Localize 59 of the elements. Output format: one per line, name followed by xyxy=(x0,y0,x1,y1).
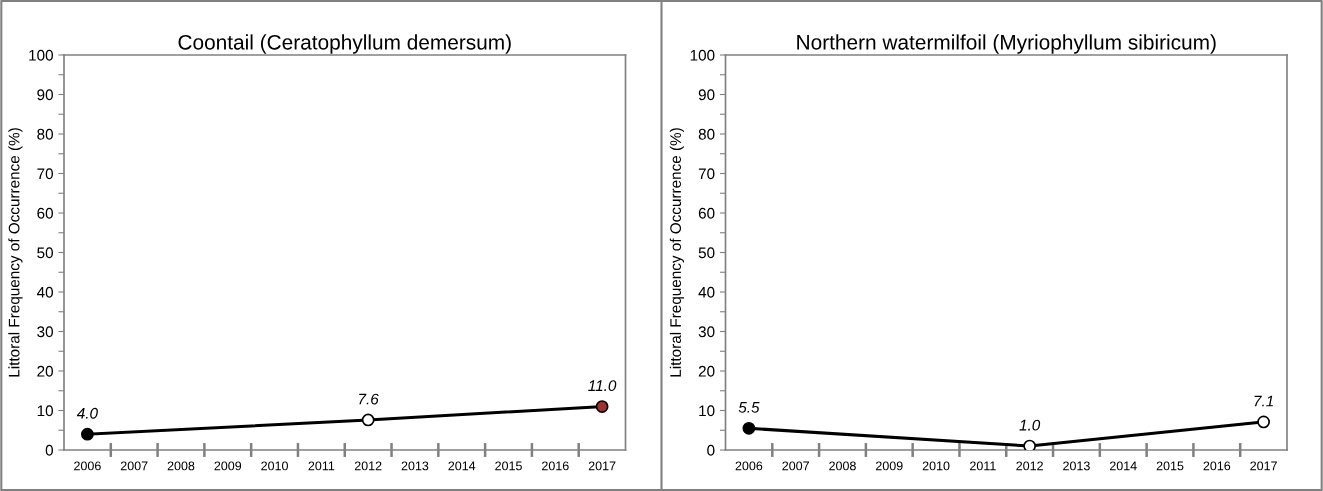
chart-title: Northern watermilfoil (Myriophyllum sibiricum) xyxy=(797,34,1216,54)
data-label: 7.1 xyxy=(1254,395,1273,407)
y-tick-label: 20 xyxy=(698,365,715,377)
point xyxy=(595,400,609,413)
x-tick-label: 2011 xyxy=(308,461,335,471)
y-tick-label: 80 xyxy=(698,128,715,140)
data-label: 1.0 xyxy=(1019,419,1041,431)
y-tick-label: 10 xyxy=(699,405,715,417)
y-tick-label: 40 xyxy=(36,286,53,298)
data-label: 4.0 xyxy=(76,407,98,419)
y-tick-label: 0 xyxy=(45,444,53,456)
x-tick-label: 2007 xyxy=(782,461,809,471)
x-tick-label: 2015 xyxy=(495,461,522,471)
x-tick-label: 2016 xyxy=(542,461,569,471)
x-tick-label: 2006 xyxy=(74,461,101,471)
x-tick-label: 2012 xyxy=(1016,461,1043,471)
y-tick-label: 70 xyxy=(698,168,715,180)
y-tick-label: 90 xyxy=(37,89,53,101)
x-tick-label: 2011 xyxy=(970,461,996,471)
x-tick-label: 2008 xyxy=(829,461,856,471)
point xyxy=(81,427,94,441)
y-tick-label: 60 xyxy=(37,207,53,219)
y-tick-label: 60 xyxy=(698,207,715,219)
y-tick-label: 30 xyxy=(698,326,715,338)
x-tick-label: 2013 xyxy=(1063,461,1090,471)
x-tick-label: 2008 xyxy=(167,461,195,471)
x-tick-label: 2015 xyxy=(1156,461,1184,471)
x-tick-label: 2006 xyxy=(735,461,763,471)
x-tick-label: 2009 xyxy=(876,461,903,471)
x-tick-label: 2010 xyxy=(922,461,950,471)
data-label: 7.6 xyxy=(359,393,379,405)
x-tick-label: 2016 xyxy=(1203,461,1231,471)
y-tick-label: 100 xyxy=(29,49,53,61)
x-tick-label: 2010 xyxy=(261,461,288,471)
data-label: 11.0 xyxy=(588,380,617,392)
point xyxy=(361,413,375,427)
y-tick-label: 70 xyxy=(37,168,53,180)
y-tick-label: 100 xyxy=(690,49,715,61)
y-axis-title: Littoral Frequency of Occurrence (%) xyxy=(669,128,685,377)
y-tick-label: 40 xyxy=(698,286,715,298)
y-tick-label: 30 xyxy=(37,326,53,338)
y-tick-label: 0 xyxy=(707,444,715,456)
y-tick-label: 90 xyxy=(698,89,715,101)
y-tick-label: 10 xyxy=(37,405,53,417)
chart-title: Coontail (Ceratophyllum demersum) xyxy=(178,34,511,54)
x-tick-label: 2017 xyxy=(588,461,616,471)
y-tick-label: 80 xyxy=(37,128,53,140)
x-tick-label: 2014 xyxy=(1109,461,1137,471)
x-tick-label: 2013 xyxy=(401,461,429,471)
y-tick-label: 20 xyxy=(37,365,53,377)
x-tick-label: 2009 xyxy=(214,461,242,471)
y-tick-label: 50 xyxy=(698,247,715,259)
data-label: 5.5 xyxy=(738,402,760,413)
x-tick-label: 2007 xyxy=(120,461,148,471)
x-tick-label: 2014 xyxy=(448,461,476,471)
x-tick-label: 2017 xyxy=(1250,461,1277,471)
x-tick-label: 2012 xyxy=(354,461,382,471)
y-tick-label: 50 xyxy=(37,247,53,259)
y-axis-title: Littoral Frequency of Occurrence (%) xyxy=(8,128,23,377)
